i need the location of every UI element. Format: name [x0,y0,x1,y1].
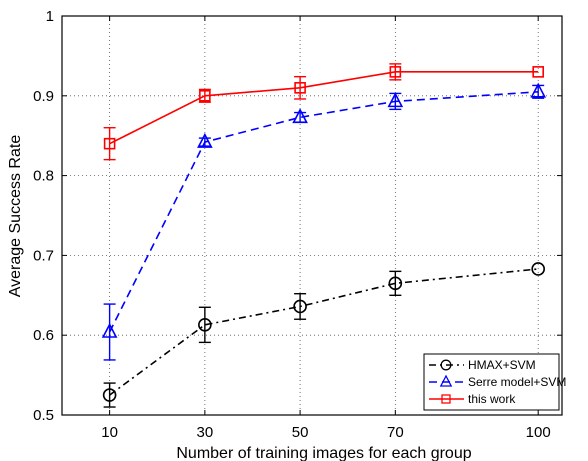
x-tick-label: 70 [387,424,404,441]
legend-marker [440,359,452,371]
data-point [292,108,308,124]
series-triangle [101,82,547,361]
series-line [108,91,539,333]
data-point [101,322,118,338]
legend-label: Serre model+SVM [468,375,566,389]
legend-marker [439,374,453,387]
x-axis-title: Number of training images for each group [176,445,471,461]
data-point [530,82,547,98]
data-point [389,66,402,78]
data-point [197,132,213,148]
data-point [198,318,212,332]
y-tick-label: 0.5 [33,407,54,424]
data-point [103,137,116,150]
series-circle [102,262,545,408]
x-tick-label: 30 [197,424,214,441]
x-tick-label: 10 [101,424,118,441]
data-point [531,262,545,276]
y-axis-title: Average Success Rate [7,135,24,298]
data-point [294,82,306,94]
legend: HMAX+SVM Serre model+SVM this work [423,353,566,411]
y-tick-label: 0.6 [33,327,54,344]
data-point [293,299,307,314]
data-point [387,92,404,108]
x-tick-label: 50 [292,424,309,441]
series-line [109,71,539,145]
legend-marker [441,394,451,404]
data-point [532,66,544,78]
x-tick-label: 100 [526,424,551,441]
series-square [103,63,544,161]
plot-frame [61,15,563,416]
y-tick-label: 0.9 [33,88,54,105]
series-group [101,63,547,408]
data-point [102,388,117,402]
y-tick-label: 0.8 [33,168,54,185]
data-point [199,90,211,102]
y-tick-label: 1 [46,8,54,25]
axes: 10 30 50 70 100 0.5 0.6 0.7 0.8 0.9 1 [33,8,563,441]
y-tick-label: 0.7 [33,247,54,264]
legend-label: HMAX+SVM [468,358,536,372]
data-point [388,276,403,291]
legend-label: this work [468,392,516,406]
